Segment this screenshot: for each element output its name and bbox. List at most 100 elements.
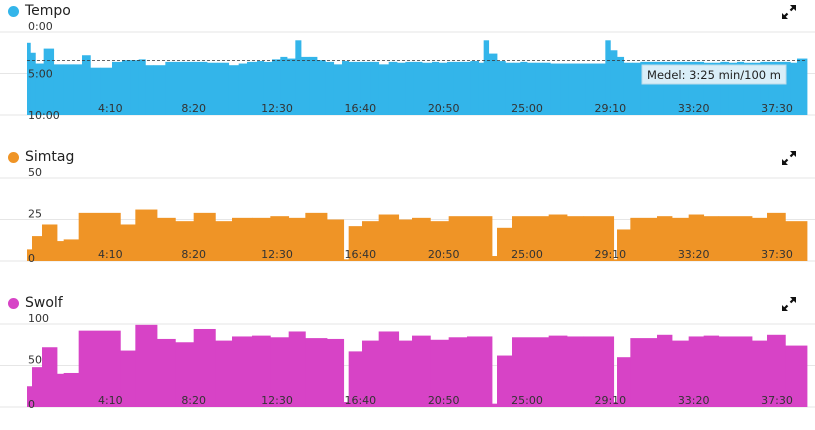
chart-bar (752, 340, 768, 407)
y-tick-label: 50 (28, 166, 42, 179)
x-tick-label: 16:40 (344, 394, 376, 407)
chart-bar (448, 337, 468, 407)
chart-bar (520, 61, 528, 115)
x-tick-label: 29:10 (594, 102, 626, 115)
chart-bar (613, 259, 618, 261)
chart-bar (90, 67, 101, 115)
chart-bar (430, 221, 450, 261)
chart-bar (263, 61, 273, 115)
chart-bar (405, 61, 415, 115)
y-tick-label: 0 (28, 252, 35, 265)
chart-bar (657, 216, 673, 261)
chart-bar (120, 224, 136, 261)
chart-bar (697, 61, 705, 115)
chart-title: Swolf (25, 295, 63, 311)
chart-bar (348, 226, 363, 261)
chart-bar (783, 61, 791, 115)
chart-bar (613, 402, 618, 407)
chart-bar (630, 338, 658, 407)
chart-bar (593, 63, 603, 115)
chart-bar (663, 61, 673, 115)
chart-bar (42, 347, 58, 407)
y-tick-label: 25 (28, 208, 42, 221)
chart-bar (497, 227, 513, 261)
chart-bar (122, 60, 131, 115)
average-label-box (641, 64, 787, 85)
chart-panel-simtag: Simtag 0 25 50 4:10 8:20 12:30 16:40 20:50 25:00… (0, 146, 815, 284)
chart-bar (305, 338, 328, 407)
chart-bar (252, 217, 271, 261)
x-tick-label: 8:20 (181, 248, 206, 261)
chart-title-row: Simtag (8, 148, 74, 166)
x-tick-label: 33:20 (678, 394, 710, 407)
chart-bar (743, 62, 753, 115)
chart-bar (567, 336, 585, 407)
chart-bar (648, 61, 658, 115)
chart-bar (767, 334, 786, 407)
chart-bar (309, 56, 318, 115)
chart-bar (287, 58, 296, 115)
chart-bar (42, 224, 58, 261)
chart-bar (412, 217, 431, 261)
x-tick-label: 4:10 (98, 102, 123, 115)
chart-bar (718, 336, 753, 407)
chart-bar (348, 351, 363, 407)
y-tick-label: 10:00 (28, 109, 60, 122)
chart-panel-tempo: Tempo Medel: 3:25 min/100 m 0:00 5:00 10:00… (0, 0, 815, 138)
chart-bar (602, 63, 606, 115)
chart-bar (688, 61, 698, 115)
chart-bar (512, 337, 550, 407)
chart-bar (145, 65, 155, 115)
chart-bar (100, 67, 113, 115)
x-tick-label: 29:10 (594, 248, 626, 261)
chart-bar (412, 335, 431, 407)
chart-bar (672, 340, 690, 407)
expand-icon[interactable] (780, 295, 798, 313)
chart-bar (120, 350, 136, 407)
chart-bar (720, 61, 730, 115)
chart-bar (462, 61, 471, 115)
chart-bar (703, 62, 713, 115)
chart-bar (470, 61, 480, 115)
chart-panel-swolf: Swolf 0 50 100 4:10 8:20 12:30 16:40 20:50 25:00… (0, 292, 815, 430)
chart-bar (193, 212, 216, 261)
chart-title: Simtag (25, 149, 75, 165)
chart-bar (35, 63, 45, 115)
chart-bar (305, 212, 328, 261)
chart-bar (430, 339, 450, 407)
x-tick-label: 12:30 (261, 394, 293, 407)
chart-bar (175, 221, 195, 261)
x-tick-label: 25:00 (511, 394, 543, 407)
chart-bar (610, 50, 618, 116)
y-tick-label: 0 (28, 398, 35, 411)
chart-bar (130, 60, 140, 115)
expand-icon[interactable] (780, 3, 798, 21)
x-tick-label: 33:20 (678, 248, 710, 261)
chart-bar (82, 55, 91, 115)
chart-bar (135, 324, 158, 407)
x-tick-label: 20:50 (428, 248, 460, 261)
chart-bar (718, 216, 753, 261)
chart-bar (360, 61, 371, 115)
chart-bar (453, 61, 463, 115)
chart-bar (432, 61, 440, 115)
series-color-dot (8, 151, 19, 163)
chart-bar (785, 221, 808, 261)
chart-bar (512, 216, 550, 261)
chart-bar (325, 61, 335, 115)
chart-bar (397, 62, 406, 115)
x-tick-label: 33:20 (678, 102, 710, 115)
chart-bar (215, 221, 233, 261)
chart-bar (295, 40, 302, 115)
chart-bar (752, 217, 768, 261)
chart-bar (548, 335, 568, 407)
chart-bar (378, 214, 400, 261)
x-tick-label: 4:10 (98, 248, 123, 261)
chart-bar (343, 259, 350, 261)
chart-bar (728, 62, 738, 115)
expand-icon[interactable] (780, 149, 798, 167)
chart-title-row: Swolf (8, 294, 63, 312)
chart-bar (617, 56, 625, 115)
chart-bar (73, 64, 83, 115)
chart-bar (63, 64, 75, 115)
